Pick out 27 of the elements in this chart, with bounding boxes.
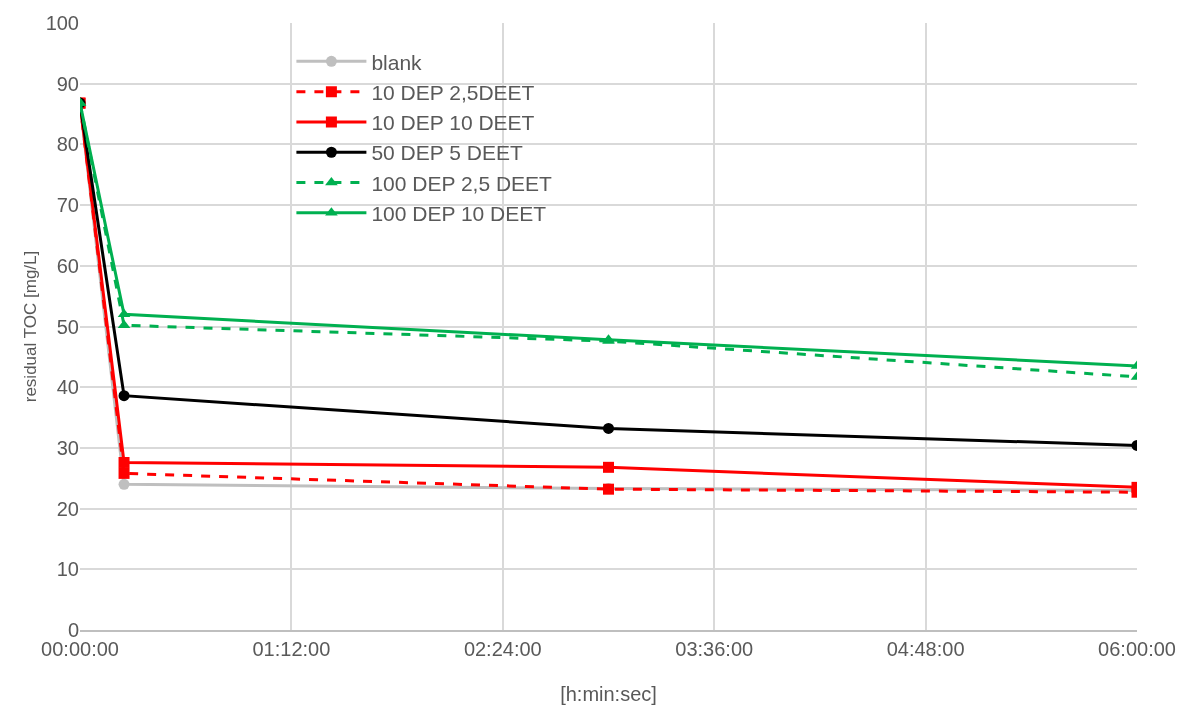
legend-label: 50 DEP 5 DEET <box>371 141 523 165</box>
y-tick-label: 90 <box>56 72 79 95</box>
legend-label: 100 DEP 10 DEET <box>371 202 547 226</box>
y-tick-label: 70 <box>56 194 79 217</box>
legend-label: 10 DEP 10 DEET <box>371 111 535 135</box>
y-tick-label: 100 <box>45 12 79 34</box>
legend-label: blank <box>371 50 423 74</box>
legend-label: 100 DEP 2,5 DEET <box>371 171 553 195</box>
y-tick-label: 40 <box>56 376 79 399</box>
x-tick-label: 03:36:00 <box>675 637 754 660</box>
point <box>118 467 130 479</box>
y-tick-label: 30 <box>56 436 79 459</box>
x-tick-label: 06:00:00 <box>1098 637 1176 660</box>
y-tick-label: 60 <box>56 254 79 277</box>
x-tick-label: 01:12:00 <box>252 637 331 660</box>
y-tick-label: 50 <box>56 315 79 338</box>
x-tick-label: 02:24:00 <box>463 637 542 660</box>
legend-label: 10 DEP 2,5DEET <box>371 80 535 104</box>
y-tick-label: 80 <box>56 133 79 156</box>
x-tick-label: 04:48:00 <box>886 637 965 660</box>
point <box>118 478 130 490</box>
point <box>118 390 130 402</box>
y-axis-title: residual TOC [mg/L] <box>21 250 40 403</box>
point <box>603 422 614 434</box>
y-tick-label: 10 <box>56 558 79 581</box>
x-axis-title: [h:min:sec] <box>560 682 657 705</box>
y-tick-label: 20 <box>56 497 79 520</box>
